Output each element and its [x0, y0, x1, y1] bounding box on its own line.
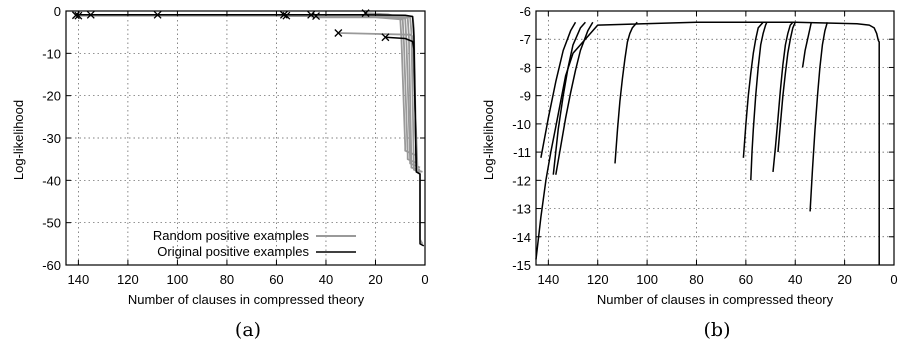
- x-tick-label: 140: [68, 272, 90, 287]
- x-tick-label: 120: [587, 272, 609, 287]
- y-tick-label: -15: [512, 258, 531, 273]
- x-tick-label: 80: [220, 272, 234, 287]
- y-tick-label: 0: [54, 4, 61, 19]
- y-tick-label: -30: [42, 131, 61, 146]
- series-1-line-1: [385, 36, 421, 175]
- x-tick-label: 0: [890, 272, 897, 287]
- series-0-line-8: [777, 22, 796, 153]
- x-marker: [307, 10, 316, 19]
- grid-a: [66, 10, 426, 266]
- series-lines-b: [535, 21, 880, 265]
- panel-label-b: (b): [704, 319, 731, 341]
- x-marker: [153, 10, 162, 19]
- x-tick-label: 60: [739, 272, 753, 287]
- ticks-a: 140 120 100 80 60 40 20 0 0 -10 -20 -30 -40 -50 -60: [42, 4, 428, 287]
- panel-label-a: (a): [235, 319, 261, 341]
- series-0-line-5: [742, 21, 764, 158]
- series-0-line-7: [772, 21, 794, 172]
- ticks-b: 140 120 100 80 60 40 20 0 -6 -7 -8 -9 -10 -11 -12 -13 -1…: [512, 4, 897, 287]
- y-tick-label: -8: [519, 60, 531, 75]
- x-tick-label: 100: [636, 272, 658, 287]
- x-tick-label: 40: [319, 272, 333, 287]
- x-tick-label: 80: [689, 272, 703, 287]
- series-0-line-6: [750, 22, 768, 181]
- y-tick-label: -7: [519, 32, 531, 47]
- x-tick-label: 20: [368, 272, 382, 287]
- y-tick-label: -14: [512, 230, 531, 245]
- series-0-line-1: [78, 14, 422, 173]
- y-tick-label: -50: [42, 216, 61, 231]
- panel-b-chart: 140 120 100 80 60 40 20 0 -6 -7 -8 -9 -10 -11 -12 -13 -1…: [481, 4, 898, 341]
- y-tick-label: -10: [42, 46, 61, 61]
- panel-a-chart: 140 120 100 80 60 40 20 0 0 -10 -20 -30 -40 -50 -60 Ra…: [11, 4, 429, 341]
- series-0-line-1: [540, 21, 577, 158]
- series-0-line-4: [316, 16, 418, 165]
- series-0-line-3: [555, 21, 594, 175]
- series-0-line-9: [801, 22, 813, 68]
- y-tick-label: -60: [42, 258, 61, 273]
- y-tick-label: -6: [519, 4, 531, 19]
- y-tick-label: -13: [512, 202, 531, 217]
- series-1-line-0: [75, 14, 425, 247]
- x-tick-label: 100: [167, 272, 189, 287]
- legend-label-random: Random positive examples: [153, 228, 310, 243]
- y-axis-label-a: Log-likelihood: [11, 100, 26, 180]
- y-tick-label: -9: [519, 89, 531, 104]
- plot-frame-a: [65, 10, 426, 266]
- y-tick-label: -11: [513, 145, 531, 160]
- y-tick-label: -20: [42, 89, 61, 104]
- legend-label-original: Original positive examples: [157, 244, 309, 259]
- x-marker: [334, 29, 343, 37]
- x-tick-label: 0: [421, 272, 428, 287]
- x-tick-label: 40: [788, 272, 802, 287]
- x-marker: [86, 10, 95, 19]
- series-0-line-2: [552, 21, 586, 175]
- x-marker: [279, 10, 288, 19]
- x-tick-label: 60: [269, 272, 283, 287]
- x-axis-label-b: Number of clauses in compressed theory: [597, 292, 834, 307]
- markers-a: [71, 9, 390, 42]
- y-tick-label: -12: [512, 173, 531, 188]
- grid-b: [536, 10, 895, 266]
- y-tick-label: -10: [512, 117, 531, 132]
- series-0-line-10: [809, 22, 829, 212]
- series-0-line-0: [535, 21, 880, 265]
- x-marker: [282, 11, 291, 20]
- y-tick-label: -40: [42, 173, 61, 188]
- series-0-line-4: [614, 21, 638, 164]
- plot-frame-b: [535, 10, 895, 266]
- y-axis-label-b: Log-likelihood: [481, 100, 496, 180]
- x-marker: [381, 33, 390, 42]
- series-lines-a: [75, 12, 425, 247]
- series-0-line-2: [283, 15, 421, 171]
- x-tick-label: 120: [117, 272, 139, 287]
- x-marker: [312, 12, 321, 21]
- x-axis-label-a: Number of clauses in compressed theory: [128, 292, 365, 307]
- legend: Random positive examples Original positi…: [153, 228, 356, 259]
- x-tick-label: 20: [837, 272, 851, 287]
- x-tick-label: 140: [537, 272, 559, 287]
